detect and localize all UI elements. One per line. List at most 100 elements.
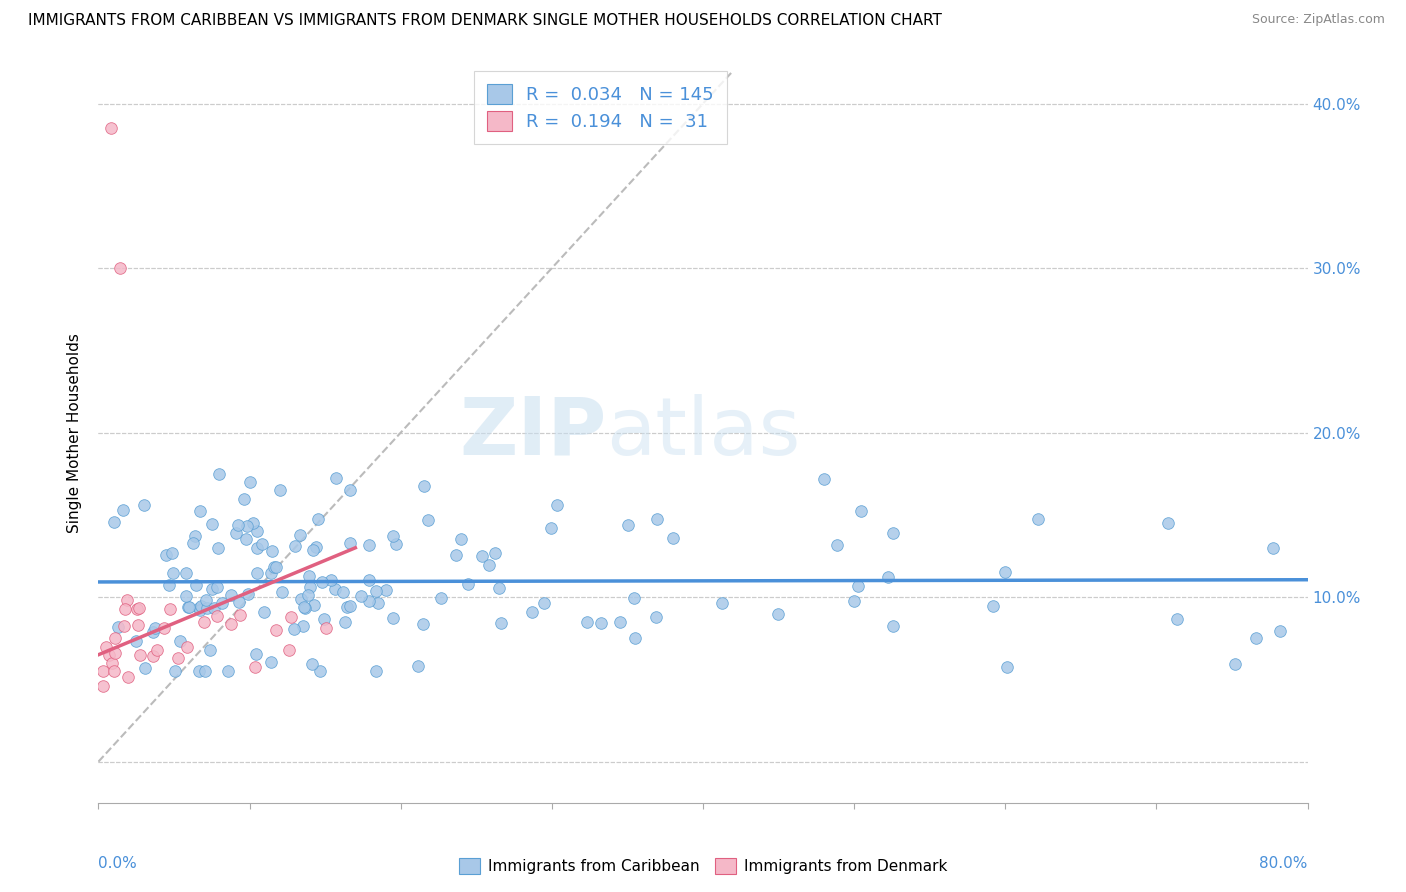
Point xyxy=(825,538,848,552)
Point xyxy=(298,580,321,594)
Point xyxy=(1157,516,1180,530)
Point xyxy=(211,596,233,610)
Point xyxy=(533,596,555,610)
Point xyxy=(94,640,117,654)
Y-axis label: Single Mother Households: Single Mother Households xyxy=(67,333,83,533)
Point xyxy=(238,587,260,601)
Point xyxy=(609,615,631,629)
Point xyxy=(381,529,404,543)
Point xyxy=(166,650,188,665)
Point xyxy=(623,591,645,606)
Point xyxy=(174,589,197,603)
Point xyxy=(91,679,114,693)
Point xyxy=(336,600,359,615)
Point xyxy=(112,619,135,633)
Point xyxy=(236,518,259,533)
Point xyxy=(290,592,312,607)
Point xyxy=(184,529,207,543)
Point xyxy=(768,607,790,622)
Point xyxy=(134,498,156,512)
Point xyxy=(243,660,266,674)
Point xyxy=(219,588,242,602)
Point xyxy=(242,516,264,530)
Point xyxy=(263,560,285,574)
Point xyxy=(114,602,136,616)
Point xyxy=(444,548,467,562)
Point xyxy=(1166,612,1188,626)
Point xyxy=(245,647,267,661)
Point xyxy=(162,566,184,580)
Point xyxy=(314,612,336,626)
Point xyxy=(645,512,668,526)
Point xyxy=(108,261,131,276)
Point xyxy=(190,599,212,614)
Point xyxy=(201,582,224,596)
Point xyxy=(101,656,124,670)
Point xyxy=(366,584,388,599)
Point xyxy=(177,599,200,614)
Point xyxy=(193,615,215,629)
Point xyxy=(278,643,301,657)
Point xyxy=(290,528,312,542)
Point xyxy=(813,472,835,486)
Point xyxy=(645,610,668,624)
Point xyxy=(488,581,510,595)
Point xyxy=(163,664,186,678)
Point xyxy=(91,664,114,678)
Point xyxy=(195,593,218,607)
Text: ZIP: ZIP xyxy=(458,393,606,472)
Point xyxy=(117,670,139,684)
Point xyxy=(283,622,305,636)
Point xyxy=(176,640,198,655)
Point xyxy=(297,588,319,602)
Point xyxy=(302,543,325,558)
Point xyxy=(350,589,373,603)
Point xyxy=(294,601,316,615)
Point xyxy=(374,583,396,598)
Point xyxy=(617,517,640,532)
Legend: Immigrants from Caribbean, Immigrants from Denmark: Immigrants from Caribbean, Immigrants fr… xyxy=(453,852,953,880)
Point xyxy=(188,601,211,615)
Point xyxy=(194,664,217,678)
Point xyxy=(311,575,333,590)
Point xyxy=(221,616,243,631)
Text: atlas: atlas xyxy=(606,393,800,472)
Point xyxy=(181,536,204,550)
Point xyxy=(250,537,273,551)
Point xyxy=(252,605,274,619)
Point xyxy=(197,600,219,615)
Point xyxy=(174,566,197,581)
Point xyxy=(332,585,354,599)
Point xyxy=(1263,541,1285,555)
Point xyxy=(284,539,307,553)
Point xyxy=(201,516,224,531)
Point xyxy=(146,643,169,657)
Point xyxy=(624,632,647,646)
Point xyxy=(177,599,200,614)
Point xyxy=(416,513,439,527)
Point xyxy=(367,596,389,610)
Point xyxy=(339,483,361,497)
Point xyxy=(98,648,121,662)
Point xyxy=(292,599,315,614)
Point xyxy=(849,504,872,518)
Point xyxy=(262,544,284,558)
Point xyxy=(208,467,231,481)
Point xyxy=(128,601,150,615)
Point xyxy=(229,607,252,622)
Point xyxy=(225,525,247,540)
Point xyxy=(271,585,294,599)
Point xyxy=(207,609,229,624)
Point xyxy=(246,566,269,580)
Point xyxy=(188,503,211,517)
Point xyxy=(264,624,287,638)
Point xyxy=(325,470,347,484)
Point xyxy=(1223,657,1246,672)
Point xyxy=(450,533,472,547)
Point xyxy=(117,592,139,607)
Point xyxy=(260,566,283,580)
Point xyxy=(153,621,176,635)
Point xyxy=(484,546,506,560)
Point xyxy=(546,499,568,513)
Point xyxy=(134,661,156,675)
